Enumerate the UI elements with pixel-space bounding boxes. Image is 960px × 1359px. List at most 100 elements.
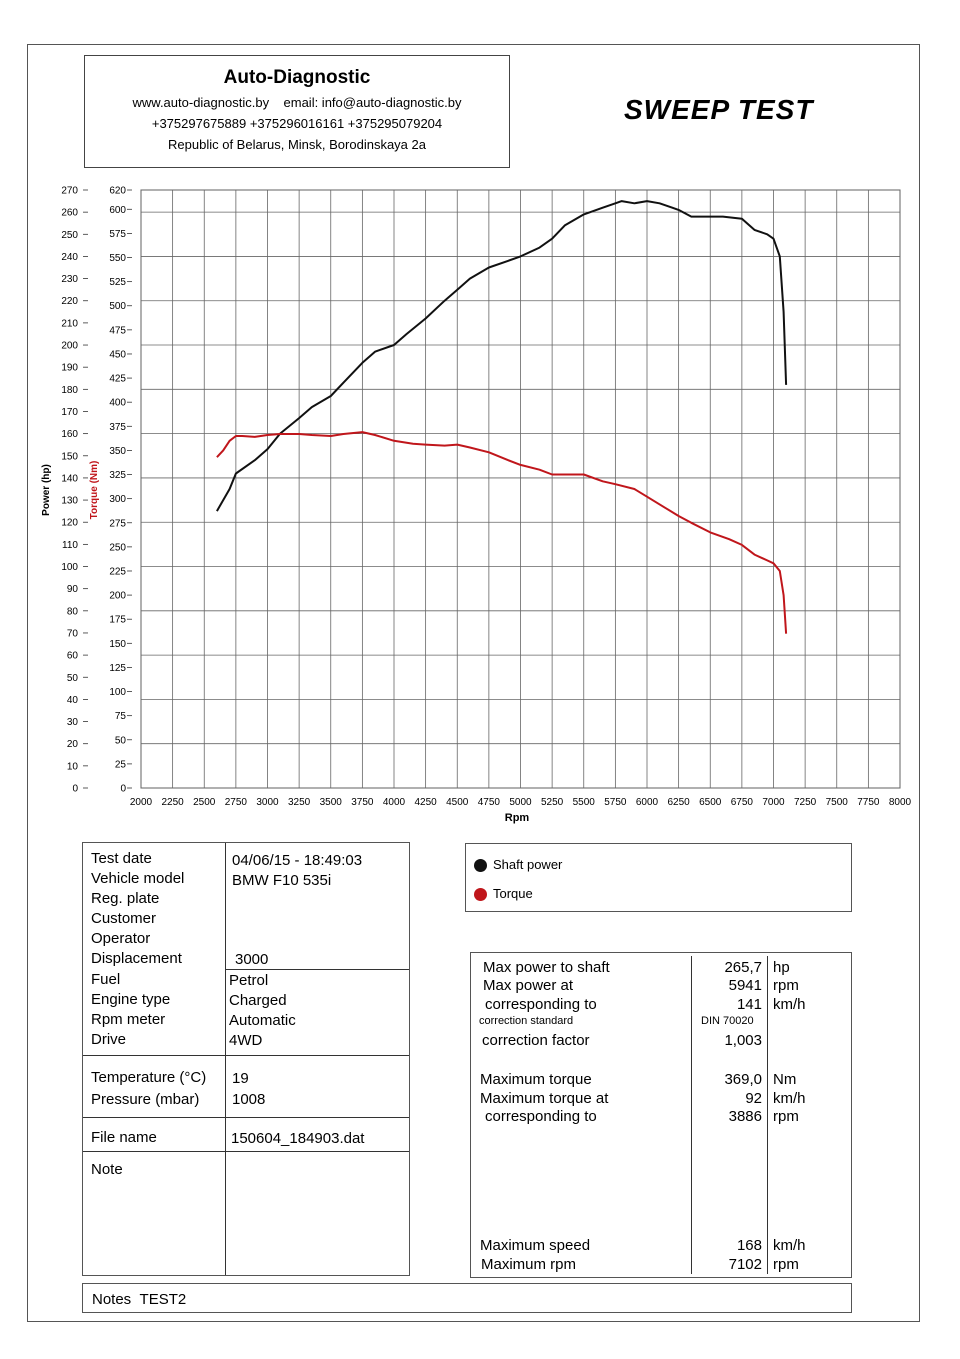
max-power-at-label: Max power at [483,977,574,994]
pressure-label: Pressure (mbar) [91,1091,200,1108]
power-tick-label: 20 [67,739,79,750]
report-sheet [27,44,920,1322]
company-web-email: www.auto-diagnostic.by email: info@auto-… [132,95,462,110]
power-tick-label: 210 [61,318,78,329]
legend-torque-label: Torque [493,886,533,901]
max-torque-at-label: Maximum torque at [480,1090,609,1107]
power-tick-label: 150 [61,451,78,462]
test-date-value: 04/06/15 - 18:49:03 [232,852,363,869]
drive-value: 4WD [229,1032,263,1049]
power-speed-unit: km/h [773,996,806,1013]
power-tick-label: 60 [67,651,79,662]
temperature-value: 19 [232,1070,249,1087]
torque-curve [216,431,788,634]
power-dot-icon [474,859,487,873]
rpm-meter-label: Rpm meter [91,1011,166,1028]
torque-tick-label: 200 [109,591,126,602]
x-tick-label: 5500 [573,797,596,808]
max-torque-unit: Nm [773,1071,797,1088]
max-rpm-unit: rpm [773,1256,799,1273]
power-tick-label: 10 [67,761,79,772]
max-speed-label: Maximum speed [480,1237,591,1254]
power-tick-label: 140 [61,473,78,484]
vehicle-info-table [82,842,410,1276]
power-tick-label: 120 [61,518,78,529]
max-torque-rpm-value: 3886 [728,1108,762,1125]
reg-plate-label: Reg. plate [91,890,160,907]
torque-tick-label: 275 [109,518,126,529]
torque-tick-label: 75 [115,711,127,722]
torque-tick-label: 125 [109,663,126,674]
max-torque-label: Maximum torque [480,1071,592,1088]
x-axis-label: Rpm [505,812,530,824]
power-tick-label: 90 [67,584,79,595]
max-torque-speed-value: 92 [745,1090,762,1107]
drive-label: Drive [91,1031,127,1048]
x-tick-label: 2500 [193,797,216,808]
torque-dot-icon [474,888,487,902]
torque-corresponding-label: corresponding to [485,1108,597,1125]
file-name-label: File name [91,1129,157,1146]
torque-tick-label: 350 [109,446,126,457]
power-tick-label: 0 [72,784,78,795]
company-header: Auto-Diagnostic www.auto-diagnostic.by e… [84,55,510,168]
customer-label: Customer [91,910,157,927]
max-rpm-label: Maximum rpm [481,1256,577,1273]
max-power-value: 265,7 [724,959,762,976]
torque-tick-label: 175 [109,615,126,626]
max-power-rpm-unit: rpm [773,977,799,994]
power-tick-label: 180 [61,385,78,396]
power-tick-label: 30 [67,717,79,728]
x-tick-label: 6000 [636,797,659,808]
legend-item-power: Shaft power [474,857,563,873]
power-tick-label: 250 [61,230,78,241]
test-date-label: Test date [91,850,152,867]
x-tick-label: 4500 [446,797,469,808]
fuel-label: Fuel [91,971,121,988]
notes-text: Notes TEST2 [92,1291,186,1308]
power-speed-value: 141 [736,996,762,1013]
torque-tick-label: 250 [109,542,126,553]
power-tick-label: 70 [67,628,79,639]
power-tick-label: 40 [67,695,79,706]
notes-box: Notes TEST2 [82,1283,852,1313]
engine-type-label: Engine type [91,991,171,1008]
company-address: Republic of Belarus, Minsk, Borodinskaya… [168,137,426,152]
temperature-label: Temperature (°C) [91,1069,207,1086]
torque-tick-label: 425 [109,374,126,385]
company-phones: +375297675889 +375296016161 +37529507920… [151,116,443,131]
x-tick-label: 7000 [762,797,785,808]
x-tick-label: 3250 [288,797,311,808]
torque-tick-label: 525 [109,277,126,288]
power-tick-label: 130 [61,496,78,507]
x-tick-label: 3500 [320,797,343,808]
note-label: Note [91,1161,123,1178]
torque-tick-label: 375 [109,422,126,433]
displacement-value: 3000 [235,951,269,968]
max-torque-rpm-unit: rpm [773,1108,799,1125]
x-tick-label: 2750 [225,797,248,808]
max-power-unit: hp [773,959,790,976]
legend-power-label: Shaft power [493,857,563,872]
displacement-label: Displacement [91,950,182,967]
file-name-value: 150604_184903.dat [231,1130,365,1147]
power-tick-label: 170 [61,407,78,418]
pressure-value: 1008 [232,1091,266,1108]
torque-tick-label: 0 [120,784,126,795]
x-tick-label: 4250 [415,797,438,808]
torque-tick-label: 25 [115,759,127,770]
power-tick-label: 220 [61,296,78,307]
x-tick-label: 8000 [889,797,912,808]
x-tick-label: 3750 [351,797,374,808]
x-tick-label: 6250 [668,797,691,808]
notes-value: TEST2 [139,1291,187,1308]
x-tick-label: 6750 [731,797,754,808]
x-tick-label: 2250 [162,797,185,808]
power-tick-label: 270 [61,186,78,197]
power-tick-label: 110 [62,540,78,551]
power-tick-label: 100 [61,562,78,573]
power-tick-label: 50 [67,673,79,684]
power-tick-label: 190 [61,363,78,374]
max-torque-value: 369,0 [724,1071,762,1088]
power-tick-label: 240 [61,252,78,263]
